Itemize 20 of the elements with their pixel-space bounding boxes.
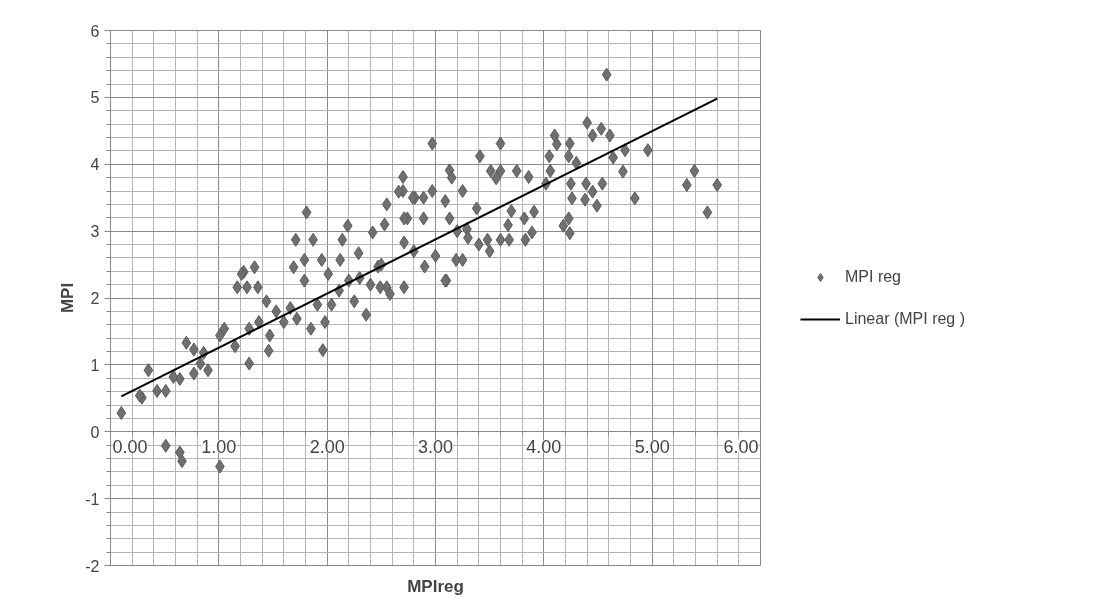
- y-tick-label: 0: [90, 423, 100, 441]
- y-tick-label: 6: [90, 22, 100, 40]
- y-tick-label: -1: [85, 490, 100, 508]
- y-axis-title: MPI: [58, 282, 78, 314]
- x-tick-label: 4.00: [526, 436, 562, 457]
- y-tick-label: -2: [85, 557, 100, 575]
- y-tick-label: 3: [90, 223, 100, 241]
- x-tick-label: 2.00: [309, 436, 345, 457]
- x-tick-label: 6.00: [723, 436, 759, 457]
- x-tick-label: 3.00: [417, 436, 454, 457]
- x-tick-label: 1.00: [201, 436, 237, 457]
- legend-label: Linear (MPI reg ): [845, 309, 966, 328]
- y-tick-label: 4: [90, 156, 100, 174]
- legend-label: MPI reg: [845, 267, 902, 286]
- y-tick-label: 1: [90, 356, 100, 374]
- x-tick-label: 5.00: [634, 436, 670, 457]
- y-tick-label: 2: [90, 290, 100, 307]
- y-tick-label: 5: [90, 89, 100, 107]
- x-axis-title: MPIreg: [407, 576, 464, 596]
- x-tick-label: 0.00: [112, 436, 148, 457]
